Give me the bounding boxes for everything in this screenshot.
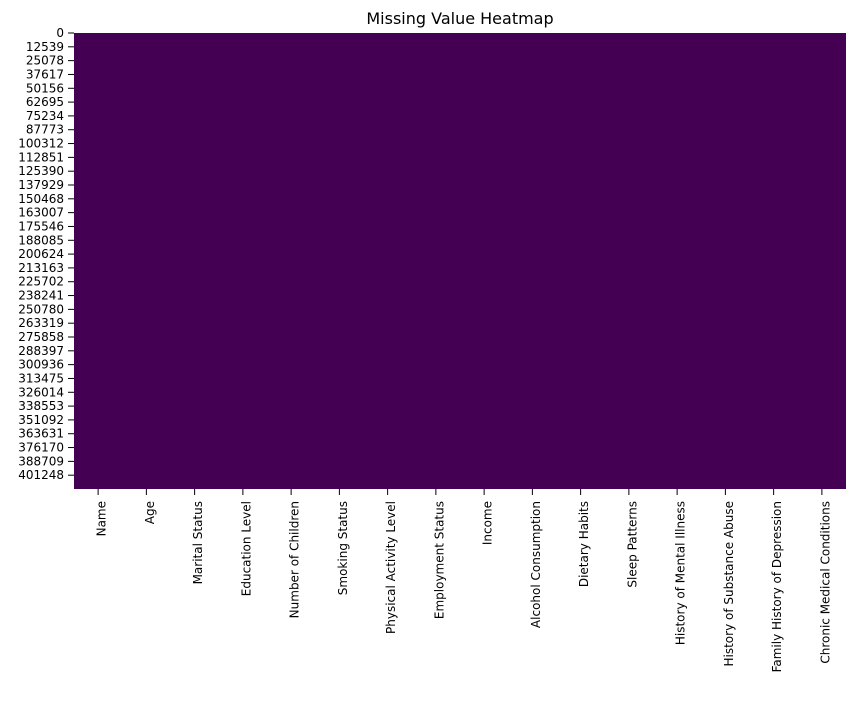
heatmap-cell	[749, 33, 798, 489]
y-tick-label: 338553	[18, 399, 64, 413]
heatmap-cell	[315, 33, 364, 489]
y-tick-label: 275858	[18, 330, 64, 344]
x-tick-label: Income	[481, 501, 495, 545]
y-tick-label: 12539	[26, 40, 64, 54]
x-tick-label: Name	[95, 501, 109, 536]
y-tick-label: 25078	[26, 54, 64, 68]
heatmap-cell	[556, 33, 605, 489]
y-tick-label: 351092	[18, 413, 64, 427]
x-tick-label: Physical Activity Level	[384, 501, 398, 634]
x-tick-label: Number of Children	[288, 501, 302, 618]
y-tick-label: 401248	[18, 468, 64, 482]
y-tick-label: 87773	[26, 123, 64, 137]
chart-title: Missing Value Heatmap	[366, 9, 553, 28]
y-tick-label: 62695	[26, 95, 64, 109]
y-tick-label: 188085	[18, 233, 64, 247]
heatmap-cell	[74, 33, 123, 489]
y-tick-label: 175546	[18, 219, 64, 233]
heatmap-cell	[122, 33, 171, 489]
y-tick-label: 75234	[26, 109, 64, 123]
heatmap-cell	[411, 33, 460, 489]
y-tick-label: 263319	[18, 316, 64, 330]
y-tick-label: 288397	[18, 344, 64, 358]
y-tick-label: 238241	[18, 289, 64, 303]
x-tick-label: Smoking Status	[336, 501, 350, 595]
heatmap-cell	[170, 33, 219, 489]
y-tick-label: 100312	[18, 137, 64, 151]
x-tick-label: Sleep Patterns	[625, 501, 639, 588]
y-tick-label: 200624	[18, 247, 64, 261]
y-axis: 0125392507837617501566269575234877731003…	[18, 26, 74, 482]
y-tick-label: 326014	[18, 385, 64, 399]
x-tick-label: History of Substance Abuse	[722, 501, 736, 667]
heatmap-cell	[363, 33, 412, 489]
y-tick-label: 388709	[18, 454, 64, 468]
y-tick-label: 50156	[26, 81, 64, 95]
x-tick-label: Education Level	[239, 501, 253, 596]
y-tick-label: 363631	[18, 427, 64, 441]
x-tick-label: Dietary Habits	[577, 501, 591, 587]
y-tick-label: 137929	[18, 178, 64, 192]
heatmap-cell	[460, 33, 509, 489]
y-tick-label: 163007	[18, 206, 64, 220]
y-tick-label: 37617	[26, 67, 64, 81]
heatmap-cell	[267, 33, 316, 489]
heatmap-cell	[653, 33, 702, 489]
y-tick-label: 112851	[18, 150, 64, 164]
y-tick-label: 225702	[18, 275, 64, 289]
plot-layer	[74, 33, 846, 489]
y-tick-label: 313475	[18, 371, 64, 385]
y-tick-label: 125390	[18, 164, 64, 178]
heatmap-cell	[508, 33, 557, 489]
x-tick-label: Family History of Depression	[770, 501, 784, 672]
y-tick-label: 300936	[18, 358, 64, 372]
y-tick-label: 150468	[18, 192, 64, 206]
heatmap-cell	[701, 33, 750, 489]
heatmap-cell	[218, 33, 267, 489]
y-tick-label: 376170	[18, 441, 64, 455]
y-tick-label: 213163	[18, 261, 64, 275]
y-tick-label: 250780	[18, 302, 64, 316]
x-tick-label: Employment Status	[432, 501, 446, 619]
x-tick-label: History of Mental Illness	[674, 501, 688, 645]
heatmap-cell	[797, 33, 846, 489]
x-tick-label: Age	[143, 501, 157, 524]
x-tick-label: Marital Status	[191, 501, 205, 584]
heatmap-cell	[604, 33, 653, 489]
x-axis: Name Age Marital Status Education Level Numb…	[95, 489, 832, 672]
x-tick-label: Chronic Medical Conditions	[818, 501, 832, 664]
y-tick-label: 0	[56, 26, 64, 40]
x-tick-label: Alcohol Consumption	[529, 501, 543, 628]
